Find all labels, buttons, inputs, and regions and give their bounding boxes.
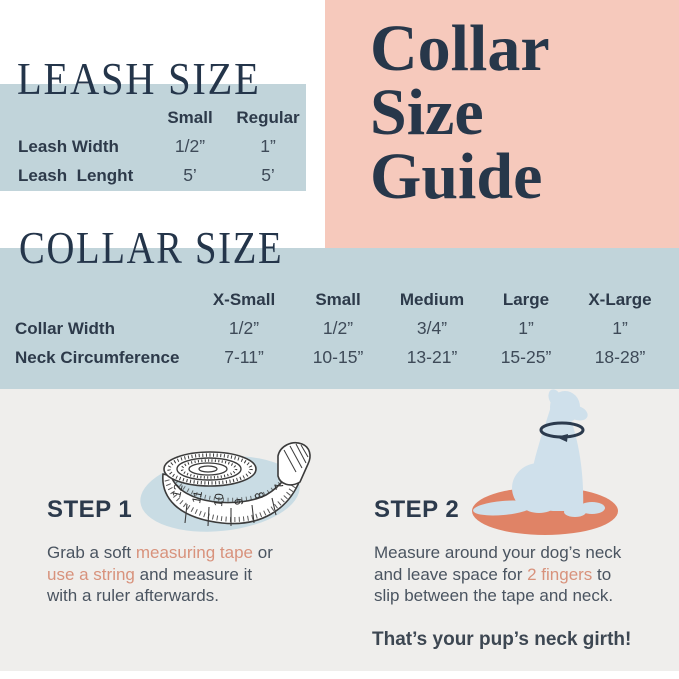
plain-text: slip between the tape and neck.: [374, 586, 614, 605]
plain-text: or: [253, 543, 273, 562]
row-label: Collar Width: [15, 318, 115, 338]
cell-value: 18-28”: [594, 347, 646, 367]
page-title-line: Guide: [370, 140, 543, 213]
pink-title-panel: Collar Size Guide: [325, 0, 679, 248]
column-header: X-Large: [588, 289, 652, 309]
tape-end-tab: [277, 441, 311, 486]
column-header: Large: [502, 289, 550, 309]
tape-coil: [163, 451, 257, 487]
cell-value: 1/2”: [174, 136, 206, 156]
step1-line: with a ruler afterwards.: [47, 585, 337, 607]
row-label: Leash Width: [18, 136, 119, 156]
cell-value: 5’: [183, 165, 197, 185]
plain-text: and measure it: [134, 564, 253, 584]
step2-label: STEP 2: [374, 496, 460, 523]
cell-value: 10-15”: [312, 347, 364, 367]
cell-value: 7-11”: [224, 347, 264, 367]
column-header: Medium: [399, 289, 465, 309]
step1-label: STEP 1: [47, 496, 133, 523]
tape-number: 9: [232, 498, 246, 505]
column-header: Regular: [236, 107, 300, 127]
step2-instructions: Measure around your dog’s neck and leave…: [374, 542, 664, 607]
cell-value: 3/4”: [416, 318, 448, 338]
cell-value: 1”: [518, 318, 534, 338]
step2-line: slip between the tape and neck.: [374, 585, 664, 607]
leash-size-table: Small Regular Leash Width 1/2” 1” Leash Lengh…: [18, 103, 312, 190]
tape-number: 12: [169, 482, 186, 498]
page-title-line: Size: [370, 76, 484, 149]
cell-value: 15-25”: [500, 347, 552, 367]
accent-text: measuring tape: [135, 543, 254, 562]
cell-value: 1”: [260, 136, 276, 156]
tape-scale-numbers: 12 11 10 9 8 7: [169, 480, 287, 507]
plain-text: Measure around your dog’s neck: [374, 543, 622, 562]
plain-text: to: [592, 564, 612, 584]
tape-number: 7: [271, 480, 286, 491]
step2-line: Measure around your dog’s neck: [374, 542, 664, 564]
cell-value: 1/2”: [228, 318, 260, 338]
plain-text: and leave space for: [374, 564, 528, 584]
column-header: X-Small: [212, 289, 276, 309]
leash-table-band: [0, 84, 306, 191]
tape-number: 10: [211, 492, 226, 507]
step2-line: and leave space for 2 fingers to: [374, 564, 664, 586]
collar-table-band: [0, 248, 679, 389]
row-label: Leash Lenght: [18, 165, 134, 185]
tape-number: 11: [189, 490, 205, 505]
tape-number: 8: [252, 491, 267, 500]
bottom-margin: [0, 671, 679, 679]
column-header: Small: [167, 107, 213, 127]
collar-section-title: COLLAR SIZE: [19, 222, 284, 273]
measuring-tape-illustration: 12 11 10 9 8 7: [140, 441, 311, 532]
column-header: Small: [315, 289, 361, 309]
neck-measure-arrow: [539, 421, 585, 442]
cell-value: 1”: [612, 318, 628, 338]
neck-girth-note: That’s your pup’s neck girth!: [372, 629, 632, 650]
cell-value: 1/2”: [322, 318, 354, 338]
collar-size-table: X-Small Small Medium Large X-Large Collar Wid…: [15, 285, 667, 372]
accent-text: 2 fingers: [527, 564, 593, 584]
leash-section-title: LEASH SIZE: [17, 53, 261, 104]
page-title-line: Collar: [370, 12, 550, 85]
step1-line: Grab a soft measuring tape or: [47, 542, 337, 564]
sitting-dog-illustration: [472, 389, 618, 535]
step1-instructions: Grab a soft measuring tape or use a stri…: [47, 542, 337, 607]
step1-line: use a string and measure it: [47, 564, 337, 586]
cell-value: 13-21”: [406, 347, 458, 367]
row-label: Neck Circumference: [15, 347, 180, 367]
plain-text: Grab a soft: [47, 543, 136, 562]
cell-value: 5’: [261, 165, 275, 185]
plain-text: with a ruler afterwards.: [47, 586, 219, 605]
accent-text: use a string: [47, 564, 135, 584]
page-title: Collar Size Guide: [325, 0, 679, 213]
